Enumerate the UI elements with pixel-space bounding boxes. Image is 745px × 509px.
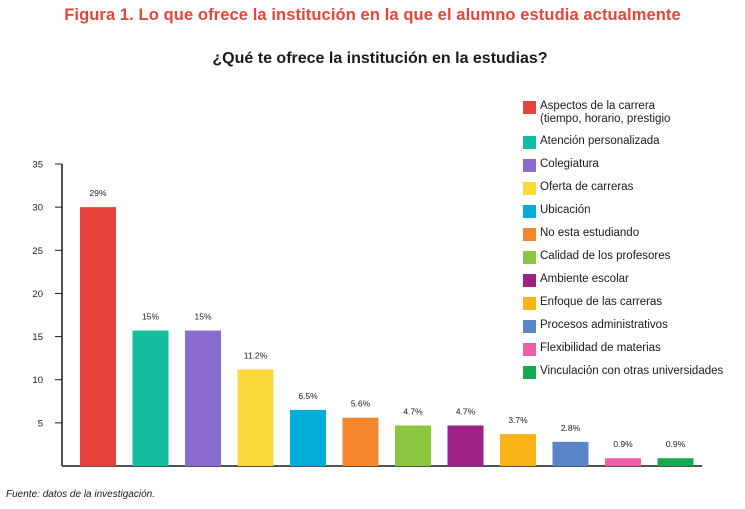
bar [132,330,169,466]
legend-item: Flexibilidad de materias [523,342,745,365]
legend-swatch [523,320,536,333]
legend-label: Oferta de carreras [540,181,634,193]
legend-item: Procesos administrativos [523,319,745,342]
legend-label: Aspectos de la carrera (tiempo, horario,… [540,100,671,125]
legend-item: Oferta de carreras [523,181,745,204]
bar-data-label: 6.5% [298,391,318,401]
bar-data-label: 4.7% [403,406,423,416]
legend-item: Atención personalizada [523,135,745,158]
chart-title: ¿Qué te ofrece la institución en la estu… [212,50,548,67]
legend-label: Colegiatura [540,158,599,170]
y-tick-label: 25 [32,246,43,257]
figure-title: Figura 1. Lo que ofrece la institución e… [64,6,681,24]
legend-item: Ubicación [523,204,745,227]
bar-data-label: 11.2% [244,350,268,360]
y-tick-label: 15 [32,332,43,343]
bar-data-label: 15% [194,312,211,322]
bar [395,425,431,466]
y-axis: 5 10 15 20 25 30 35 [32,160,702,467]
bar-data-label: 5.6% [351,399,371,409]
legend-item: Vinculación con otras universidades [523,365,745,388]
source-note: Fuente: datos de la investigación. [6,489,155,500]
legend-label: No esta estudiando [540,227,640,239]
bar [657,458,694,466]
y-tick-label: 20 [32,289,43,300]
legend-item: Aspectos de la carrera (tiempo, horario,… [523,100,745,135]
legend-item: Colegiatura [523,158,745,181]
legend-swatch [523,366,536,379]
legend-item: Enfoque de las carreras [523,296,745,319]
legend-swatch [523,101,536,114]
legend-label: Atención personalizada [540,135,660,147]
y-tick-label: 10 [32,375,43,386]
bar-data-label: 4.7% [456,406,476,416]
legend-swatch [523,274,536,287]
bar [500,434,536,466]
bar-data-label: 0.9% [666,439,686,449]
legend-label: Vinculación con otras universidades [540,365,724,377]
y-tick-label: 5 [38,418,43,429]
bar-data-label: 15% [142,312,159,322]
bar [447,425,484,466]
legend-label: Ambiente escolar [540,273,629,285]
legend-swatch [523,182,536,195]
bar [185,330,221,466]
legend-swatch [523,159,536,172]
y-tick-label: 30 [32,203,43,214]
y-tick-label: 35 [32,160,43,171]
bar-data-label: 29% [89,188,106,198]
bar [237,369,274,466]
bar-data-label: 2.8% [561,423,581,433]
legend-label: Procesos administrativos [540,319,668,331]
bar [552,441,589,466]
bar [342,417,379,466]
bars [80,207,694,466]
legend-label: Flexibilidad de materias [540,342,661,354]
bar-data-label: 3.7% [508,415,528,425]
legend-label: Calidad de los profesores [540,250,671,262]
legend-item: Ambiente escolar [523,273,745,296]
bar [605,458,641,466]
legend: Aspectos de la carrera (tiempo, horario,… [523,100,745,388]
legend-swatch [523,297,536,310]
legend-swatch [523,136,536,149]
legend-label: Ubicación [540,204,591,216]
bar [290,409,326,466]
data-labels: 29% 15% 15% 11.2% 6.5% 5.6% 4.7% 4.7% 3.7% 2.8% 0.… [89,188,685,449]
legend-item: Calidad de los profesores [523,250,745,273]
bar-data-label: 0.9% [613,439,633,449]
legend-item: No esta estudiando [523,227,745,250]
bar [80,207,116,466]
legend-swatch [523,205,536,218]
legend-label: Enfoque de las carreras [540,296,663,308]
legend-swatch [523,343,536,356]
legend-swatch [523,228,536,241]
legend-swatch [523,251,536,264]
